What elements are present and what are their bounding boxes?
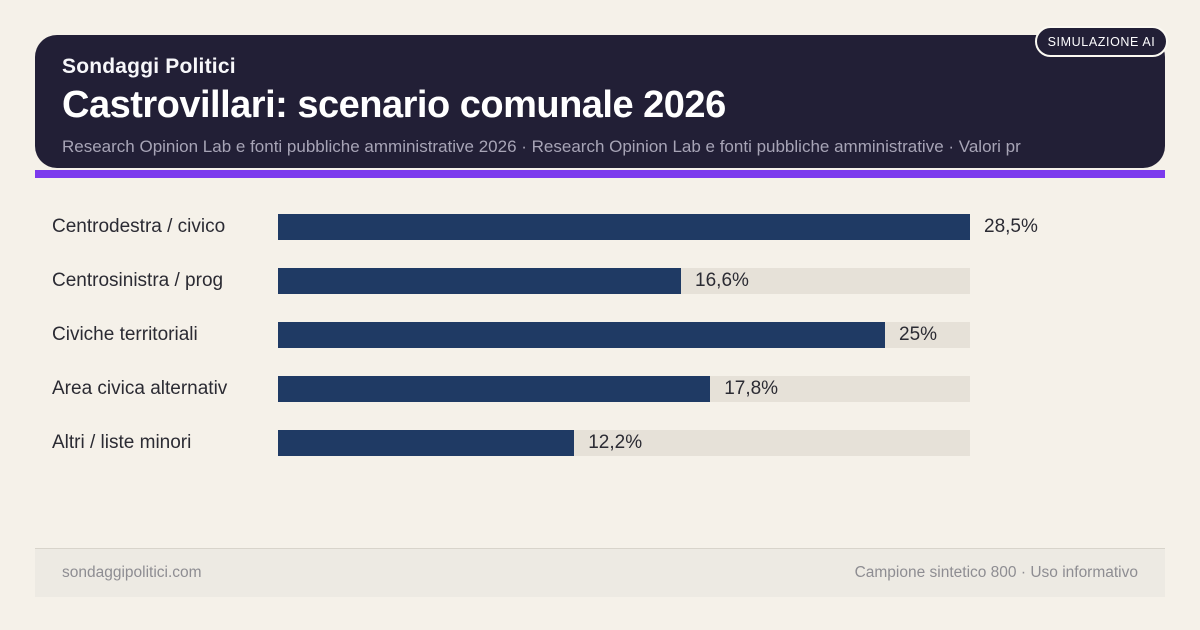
header: Sondaggi Politici Castrovillari: scenari… xyxy=(35,35,1165,168)
value-label: 25% xyxy=(899,324,938,345)
category-label: Centrodestra / civico xyxy=(52,216,226,237)
bar xyxy=(278,430,575,456)
simulation-badge: SIMULAZIONE AI xyxy=(1035,26,1168,57)
page-title: Castrovillari: scenario comunale 2026 xyxy=(62,84,726,126)
bar-chart: Centrodestra / civico 28,5% Centrosinistra… xyxy=(52,214,1148,484)
category-label: Civiche territoriali xyxy=(52,324,198,345)
source-subtitle: Research Opinion Lab e fonti pubbliche a… xyxy=(62,137,1021,156)
bar xyxy=(278,214,970,240)
bar-track: 16,6% xyxy=(278,268,970,294)
chart-row: Altri / liste minori 12,2% xyxy=(52,430,1148,456)
bar xyxy=(278,322,886,348)
chart-row: Centrosinistra / prog 16,6% xyxy=(52,268,1148,294)
bar-track: 28,5% xyxy=(278,214,1038,240)
value-label: 12,2% xyxy=(588,432,643,453)
bar-track: 12,2% xyxy=(278,430,970,456)
chart-row: Area civica alternativ 17,8% xyxy=(52,376,1148,402)
chart-row: Civiche territoriali 25% xyxy=(52,322,1148,348)
value-label: 28,5% xyxy=(984,216,1038,237)
footer-sample-note: Campione sintetico 800 · Uso informativo xyxy=(854,564,1138,581)
bar-track: 17,8% xyxy=(278,376,970,402)
site-kicker: Sondaggi Politici xyxy=(62,55,236,78)
value-label: 16,6% xyxy=(695,270,749,291)
footer-site: sondaggipolitici.com xyxy=(62,564,202,581)
simulation-badge-label: SIMULAZIONE AI xyxy=(1047,34,1156,49)
footer: sondaggipolitici.com Campione sintetico … xyxy=(35,548,1165,597)
accent-rule xyxy=(35,170,1165,178)
value-label: 17,8% xyxy=(724,378,779,399)
chart-row: Centrodestra / civico 28,5% xyxy=(52,214,1148,240)
category-label: Area civica alternativ xyxy=(52,378,228,399)
category-label: Altri / liste minori xyxy=(52,432,192,453)
bar-track: 25% xyxy=(278,322,970,348)
bar xyxy=(278,268,682,294)
bar xyxy=(278,376,711,402)
category-label: Centrosinistra / prog xyxy=(52,270,224,291)
